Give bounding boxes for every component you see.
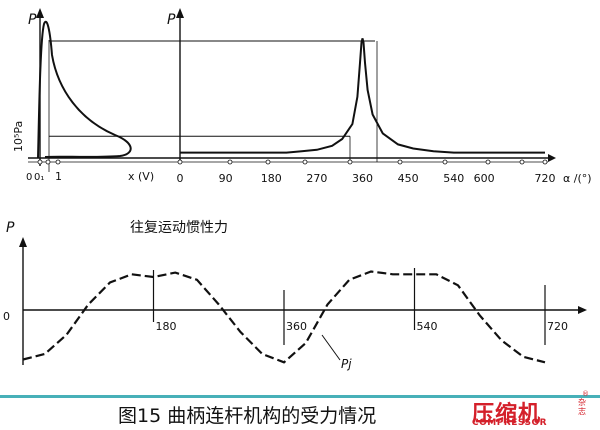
top-baseline-dot: [177, 159, 183, 165]
bottom-x-tick-label: 0: [3, 310, 10, 323]
bottom-chart: 往复运动惯性力 P 0 180 360 540 720 Pj: [3, 219, 587, 371]
top-x-tick-label: 720: [535, 172, 556, 185]
top-pressure-curve: [180, 38, 545, 154]
top-baseline-dot: [542, 159, 548, 165]
top-x-axis-label: α /(°): [563, 172, 592, 185]
bottom-x-tick-label: 360: [286, 320, 307, 333]
top-center-y-arrow: [176, 8, 184, 18]
top-baseline-dot: [302, 159, 308, 165]
top-left-tick: 0: [26, 172, 32, 183]
top-baseline-dot: [519, 159, 525, 165]
top-baseline-dot: [55, 159, 61, 165]
figure-caption: 图15 曲柄连杆机构的受力情况: [118, 405, 377, 427]
top-left-loop-curve: [37, 20, 132, 159]
top-x-tick-label: 600: [474, 172, 495, 185]
bottom-y-arrow: [19, 237, 27, 247]
top-baseline-dot: [45, 159, 51, 165]
top-x-tick-label: 180: [261, 172, 282, 185]
bottom-title: 往复运动惯性力: [130, 219, 228, 236]
logo-english: COMPRESSOR: [472, 418, 548, 428]
compressor-logo: 压缩机 COMPRESSOR 杂志 ®: [470, 390, 596, 430]
bottom-x-tick-label: 720: [547, 320, 568, 333]
bottom-x-tick-label: 180: [156, 320, 177, 333]
top-x-tick-label: 540: [443, 172, 464, 185]
top-x-tick-label: 360: [352, 172, 373, 185]
top-left-tick: x (V): [128, 170, 154, 183]
bottom-series-leader: [321, 334, 341, 361]
top-left-y-letter: P: [28, 12, 37, 28]
top-baseline-dot: [442, 159, 448, 165]
bottom-inertia-curve: [22, 270, 546, 364]
bottom-series-label: Pj: [341, 357, 352, 371]
bottom-x-tick-label: 540: [417, 320, 438, 333]
top-left-tick: 0₁: [34, 172, 44, 183]
top-left-y-arrow: [36, 8, 44, 18]
top-left-tick: 1: [55, 170, 62, 183]
top-baseline-dot: [37, 159, 43, 165]
top-x-tick-label: 90: [219, 172, 233, 185]
bottom-rule: [0, 395, 600, 398]
top-x-tick-label: 450: [398, 172, 419, 185]
top-baseline-dot: [397, 159, 403, 165]
top-baseline-dot: [485, 159, 491, 165]
top-baseline-dot: [227, 159, 233, 165]
top-x-tick-label: 0: [177, 172, 184, 185]
top-baseline-dot: [265, 159, 271, 165]
registered-mark: ®: [582, 390, 589, 398]
bottom-x-axis-arrow: [578, 306, 587, 314]
logo-side-text: 杂志: [578, 398, 586, 416]
logo-chinese: 压缩机: [472, 402, 542, 427]
top-x-axis-arrow: [548, 154, 556, 162]
bottom-y-letter: P: [6, 220, 15, 236]
top-baseline-dot: [347, 159, 353, 165]
top-x-tick-label: 270: [306, 172, 327, 185]
top-y-label: 10⁵Pa: [12, 121, 25, 152]
top-center-y-letter: P: [167, 12, 176, 28]
